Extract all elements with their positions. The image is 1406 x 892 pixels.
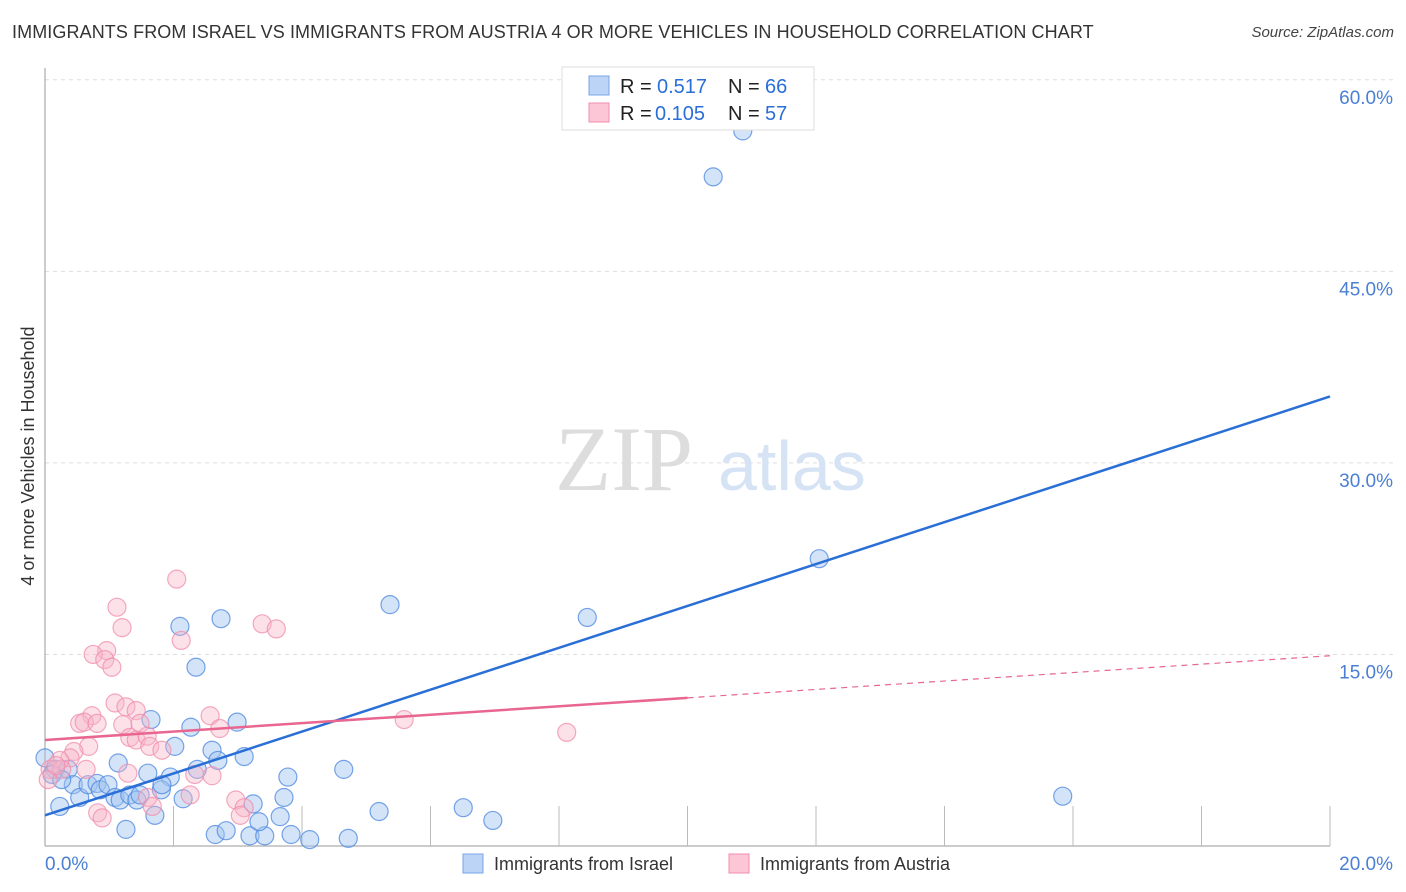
data-point-israel xyxy=(202,740,222,760)
y-tick-label: 60.0% xyxy=(1339,88,1393,109)
source-label: Source: ZipAtlas.com xyxy=(1251,24,1394,41)
trend-line-extrapolated xyxy=(687,655,1331,699)
data-point-austria xyxy=(140,736,160,756)
data-point-israel xyxy=(216,821,236,841)
x-tick-label-min: 0.0% xyxy=(45,854,88,875)
data-point-israel xyxy=(240,826,260,846)
data-point-israel xyxy=(130,785,150,805)
legend-swatch-israel xyxy=(588,75,610,96)
data-point-austria xyxy=(87,713,107,734)
data-point-austria xyxy=(138,787,158,808)
data-point-israel xyxy=(170,616,190,636)
data-point-israel xyxy=(211,609,231,629)
data-point-israel xyxy=(186,657,206,677)
data-point-israel xyxy=(334,759,354,779)
data-point-israel xyxy=(249,812,269,832)
legend-swatch-israel xyxy=(462,853,484,874)
r-label: R = xyxy=(620,76,652,98)
n-value: 66 xyxy=(765,76,787,98)
data-point-israel xyxy=(108,753,128,773)
data-point-austria xyxy=(112,618,132,638)
data-point-israel xyxy=(152,775,172,795)
data-point-austria xyxy=(171,630,191,651)
watermark-atlas: atlas xyxy=(718,427,866,505)
data-point-israel xyxy=(483,810,503,831)
data-point-israel xyxy=(300,830,320,850)
data-point-israel xyxy=(369,801,389,822)
x-ticks xyxy=(173,806,1331,846)
data-point-austria xyxy=(105,693,125,713)
watermark: ZIP xyxy=(555,408,693,510)
data-point-israel xyxy=(703,167,723,187)
y-tick-label: 30.0% xyxy=(1339,471,1393,492)
data-point-israel xyxy=(165,736,185,756)
data-point-austria xyxy=(230,805,250,825)
data-point-israel xyxy=(380,595,400,615)
data-point-austria xyxy=(83,644,103,665)
data-point-austria xyxy=(252,614,272,634)
legend-swatch-austria xyxy=(728,853,750,874)
data-point-austria xyxy=(152,740,172,760)
data-point-israel xyxy=(116,819,136,839)
data-point-israel xyxy=(274,787,294,808)
legend-label-israel: Immigrants from Israel xyxy=(494,854,673,874)
chart-title: IMMIGRANTS FROM ISRAEL VS IMMIGRANTS FRO… xyxy=(12,22,1094,42)
n-value: 57 xyxy=(765,103,787,125)
y-tick-label: 45.0% xyxy=(1339,279,1393,300)
trend-line xyxy=(44,395,1331,817)
data-point-austria xyxy=(118,763,138,783)
data-point-austria xyxy=(76,759,96,779)
data-point-austria xyxy=(102,657,122,677)
n-label: N = xyxy=(728,76,760,98)
x-tick-label-max: 20.0% xyxy=(1339,854,1393,875)
data-point-israel xyxy=(270,807,290,827)
data-point-austria xyxy=(142,796,162,817)
trend-line xyxy=(44,696,688,742)
data-point-austria xyxy=(200,706,220,726)
data-point-israel xyxy=(181,717,201,737)
data-point-austria xyxy=(167,569,187,589)
r-value: 0.517 xyxy=(657,76,707,98)
data-point-austria xyxy=(95,649,115,670)
data-point-israel xyxy=(205,824,225,845)
data-point-austria xyxy=(202,766,222,786)
data-point-austria xyxy=(180,785,200,805)
r-label: R = xyxy=(620,103,652,125)
legend-label-austria: Immigrants from Austria xyxy=(760,854,951,874)
y-axis-label: 4 or more Vehicles in Household xyxy=(18,326,38,585)
data-point-israel xyxy=(338,828,358,848)
data-point-austria xyxy=(126,701,146,721)
gridlines xyxy=(45,79,1393,655)
data-point-austria xyxy=(394,709,414,730)
data-point-israel xyxy=(281,824,301,845)
data-point-israel xyxy=(278,767,298,787)
y-tick-label: 15.0% xyxy=(1339,662,1393,683)
legend-swatch-austria xyxy=(588,102,610,123)
data-point-israel xyxy=(255,826,275,846)
data-point-israel xyxy=(453,798,473,818)
data-point-austria xyxy=(107,597,127,617)
data-point-austria xyxy=(557,722,577,742)
series-legend: Immigrants from Israel Immigrants from A… xyxy=(462,853,951,874)
stats-legend: R = 0.517 N = 66 R = 0.105 N = 57 xyxy=(561,66,815,131)
r-value: 0.105 xyxy=(655,103,705,125)
n-label: N = xyxy=(728,103,760,125)
data-point-austria xyxy=(92,808,112,828)
data-point-israel xyxy=(1053,786,1073,806)
data-point-israel xyxy=(577,607,597,628)
data-point-austria xyxy=(46,755,66,776)
data-point-austria xyxy=(266,619,286,639)
